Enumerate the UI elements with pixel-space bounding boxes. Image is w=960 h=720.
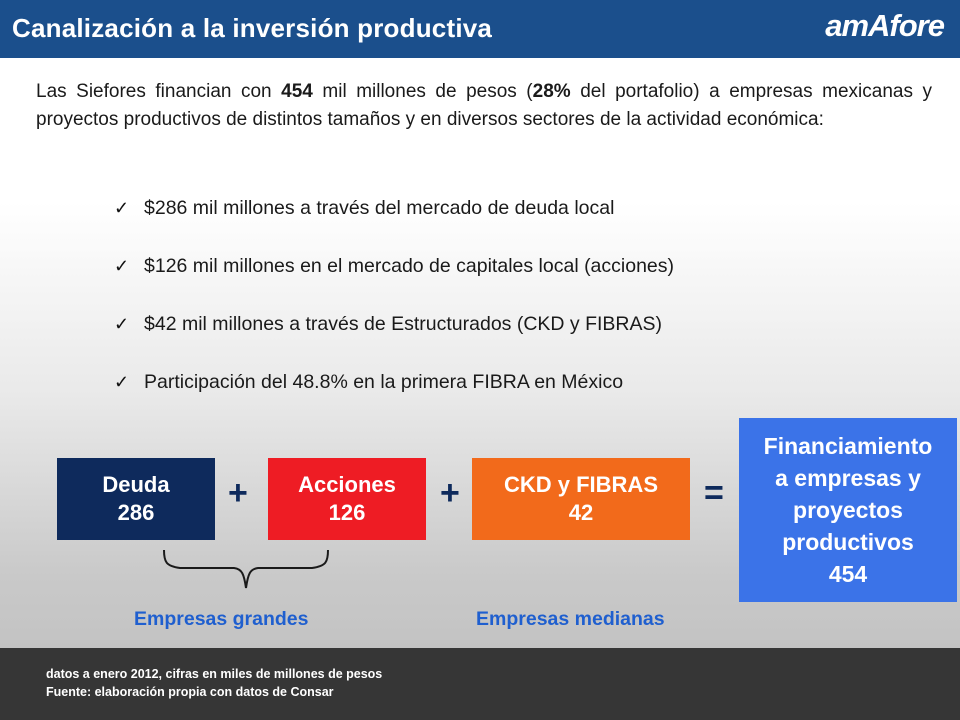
bullet-item: ✓ $42 mil millones a través de Estructura…	[114, 312, 674, 370]
bullet-text: Participación del 48.8% en la primera FI…	[144, 371, 624, 393]
total-line-1: Financiamiento	[763, 433, 933, 459]
footnote-source: Fuente: elaboración propia con datos de …	[46, 685, 334, 699]
check-icon: ✓	[114, 198, 130, 218]
amafore-logo: amAfore	[825, 8, 945, 43]
bullet-text: $286 mil millones a través del mercado d…	[144, 197, 615, 219]
ckd-fibras-box: CKD y FIBRAS 42	[472, 458, 690, 540]
check-icon: ✓	[114, 256, 130, 276]
deuda-value: 286	[117, 500, 155, 525]
total-line-3: proyectos	[793, 497, 903, 523]
bullet-item: ✓ $126 mil millones en el mercado de capi…	[114, 254, 674, 312]
total-line-4: productivos	[782, 529, 914, 555]
plus-sign: +	[440, 474, 460, 512]
bullet-text: $126 mil millones en el mercado de capit…	[144, 255, 675, 277]
deuda-box: Deuda 286	[57, 458, 215, 540]
acciones-label: Acciones	[298, 472, 396, 497]
equals-sign: =	[704, 474, 724, 512]
intro-text-3: del portafolio) a empresas mexicanas y p…	[36, 81, 932, 130]
total-line-2: a empresas y	[775, 465, 921, 491]
check-icon: ✓	[114, 372, 130, 392]
intro-amount: 454	[281, 81, 313, 102]
page-title: Canalización a la inversión productiva	[12, 13, 493, 43]
intro-text-2: mil millones de pesos (	[312, 81, 533, 102]
empresas-grandes-label: Empresas grandes	[134, 608, 309, 630]
bullet-item: ✓ Participación del 48.8% en la primera F…	[114, 370, 674, 428]
deuda-label: Deuda	[102, 472, 170, 497]
footer-bar	[0, 648, 960, 720]
intro-text-1: Las Siefores financian con	[36, 81, 282, 102]
bullet-item: ✓ $286 mil millones a través del mercado …	[114, 196, 674, 254]
acciones-box: Acciones 126	[268, 458, 426, 540]
empresas-medianas-label: Empresas medianas	[476, 608, 665, 630]
bullet-list: ✓ $286 mil millones a través del mercado …	[114, 196, 674, 428]
intro-paragraph: Las Siefores financian con 454 mil millo…	[36, 78, 932, 133]
total-financing-box: Financiamiento a empresas y proyectos pr…	[739, 418, 957, 602]
ckd-label: CKD y FIBRAS	[503, 472, 658, 497]
intro-percent: 28%	[532, 81, 571, 102]
bullet-text: $42 mil millones a través de Estructurad…	[144, 313, 663, 335]
header-bar: Canalización a la inversión productiva a…	[0, 0, 960, 58]
footnote-data-date: datos a enero 2012, cifras en miles de m…	[46, 667, 383, 681]
acciones-value: 126	[328, 500, 366, 525]
curly-brace-icon	[163, 549, 329, 589]
ckd-value: 42	[568, 500, 594, 525]
check-icon: ✓	[114, 314, 130, 334]
total-value: 454	[828, 561, 868, 587]
plus-sign: +	[228, 474, 248, 512]
